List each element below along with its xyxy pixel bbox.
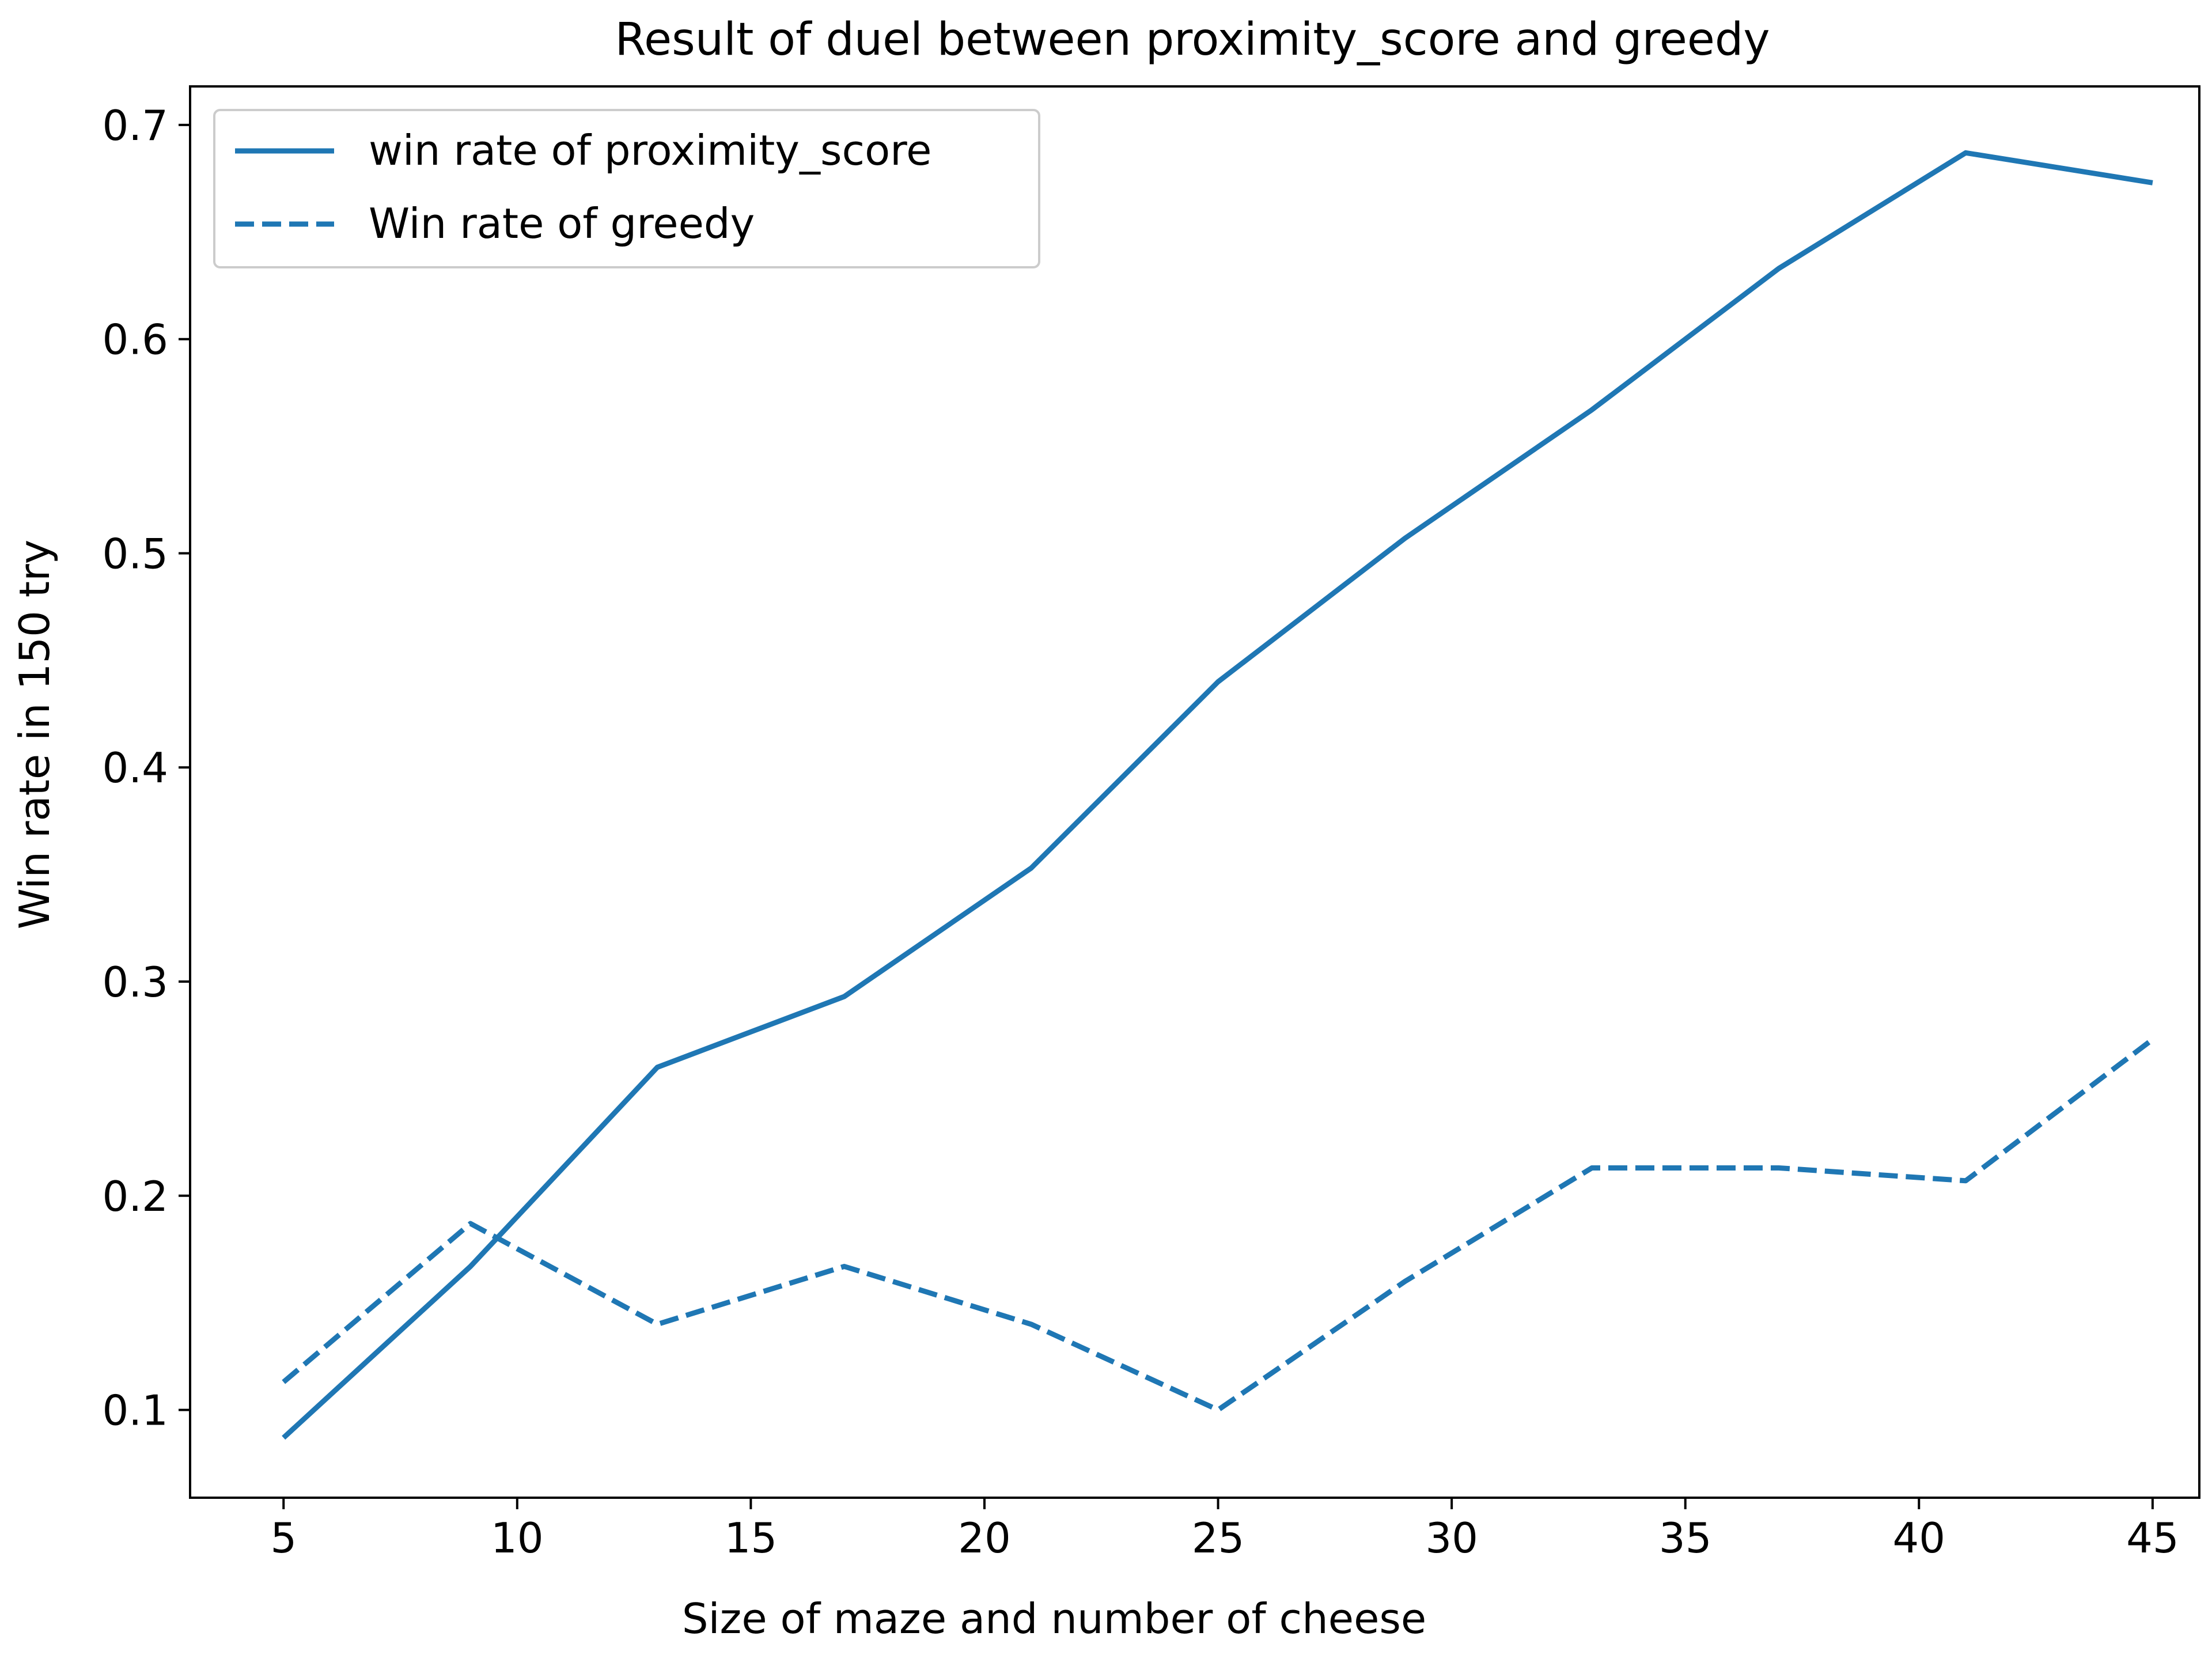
- x-tick-label: 35: [1659, 1514, 1712, 1562]
- y-tick-label: 0.2: [102, 1172, 168, 1221]
- axis-ticks: 5 10 15 20 25 30 35 40 45 0.1 0.2 0.3 0.4 0.5 0.6 0.7: [102, 101, 2179, 1562]
- legend-label-proximity-score: win rate of proximity_score: [369, 126, 931, 175]
- y-tick-label: 0.5: [102, 529, 168, 578]
- series-line-greedy: [282, 1037, 2154, 1413]
- x-tick-label: 45: [2126, 1514, 2179, 1562]
- y-tick-label: 0.3: [102, 958, 168, 1006]
- x-tick-label: 5: [270, 1514, 297, 1562]
- x-tick-label: 30: [1425, 1514, 1478, 1562]
- legend-label-greedy: Win rate of greedy: [369, 199, 755, 248]
- x-tick-label: 20: [958, 1514, 1011, 1562]
- x-axis-label: Size of maze and number of cheese: [682, 1594, 1426, 1643]
- axes-frame: [189, 85, 2200, 1499]
- legend: win rate of proximity_score Win rate of …: [213, 109, 1040, 268]
- y-tick-label: 0.7: [102, 101, 168, 150]
- series-line-proximity-score: [282, 150, 2153, 1440]
- y-tick-label: 0.6: [102, 316, 168, 364]
- legend-box: [213, 109, 1040, 268]
- y-axis-label: Win rate in 150 try: [10, 540, 59, 930]
- x-tick-label: 40: [1892, 1514, 1945, 1562]
- chart-title: Result of duel between proximity_score a…: [615, 14, 1770, 66]
- x-tick-label: 25: [1192, 1514, 1245, 1562]
- x-tick-label: 10: [491, 1514, 544, 1562]
- x-tick-label: 15: [725, 1514, 778, 1562]
- y-tick-label: 0.4: [102, 744, 168, 792]
- y-tick-label: 0.1: [102, 1387, 168, 1435]
- plot-area: [282, 150, 2154, 1440]
